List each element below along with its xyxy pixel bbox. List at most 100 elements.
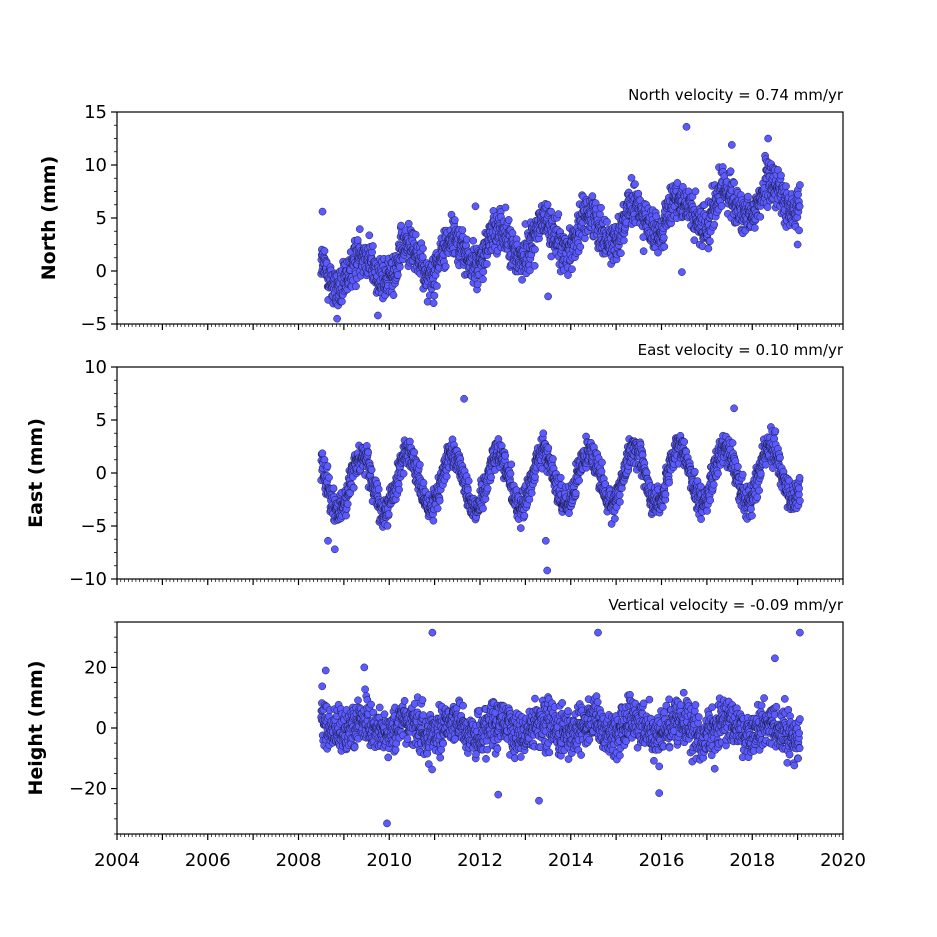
data-point [709,480,718,489]
data-point [430,291,439,300]
data-point [324,536,332,545]
data-point [504,216,513,224]
data-point [395,263,404,271]
data-point [389,291,398,300]
y-tick-label: 10 [84,155,107,176]
data-point [547,207,555,216]
data-point [352,282,360,291]
data-point [795,226,803,235]
data-point [748,511,756,520]
data-point [776,453,784,462]
data-point [433,504,442,513]
data-point [330,545,339,554]
north-data-points [317,122,804,323]
data-point [755,486,763,495]
data-point [380,710,389,719]
y-tick-label: 10 [84,357,107,378]
y-tick-label: 0 [96,261,107,282]
data-point [441,262,450,271]
data-point [726,167,735,176]
data-point [661,490,670,499]
data-point [531,473,539,481]
data-point [460,394,468,403]
y-tick-label: 0 [96,718,107,739]
data-point [795,473,804,482]
data-point [318,449,327,458]
data-point [738,470,747,479]
data-point [565,509,573,518]
y-tick-label: 20 [84,657,107,678]
data-point [329,484,338,493]
data-point [323,462,332,470]
north-axis-label: North (mm) [38,156,60,281]
data-point [464,486,472,494]
data-point [706,237,714,245]
data-point [374,485,383,494]
data-point [747,505,755,513]
y-tick-label: −5 [80,516,107,537]
data-point [325,473,333,482]
data-point [429,299,438,308]
y-tick-label: −5 [80,314,107,335]
data-point [353,236,362,244]
data-point [349,483,358,492]
data-point [479,267,488,276]
data-point [318,207,327,216]
data-point [544,444,553,452]
data-point [704,244,713,253]
data-point [516,524,525,532]
data-point [338,297,346,306]
data-point [530,261,539,270]
data-point [406,437,414,446]
data-point [556,473,565,482]
y-tick-label: 5 [96,208,107,229]
data-point [391,745,400,754]
data-point [343,500,352,508]
y-tick-label: 15 [84,102,107,123]
data-point [617,249,625,258]
data-point [734,462,742,471]
data-point [410,448,419,457]
data-point [615,491,624,499]
data-point [796,496,804,505]
data-point [518,275,526,284]
data-point [665,478,673,487]
data-point [471,202,480,211]
data-point [442,472,451,481]
data-point [795,202,804,211]
data-point [541,536,550,545]
north-y-ticks: −5 0 5 10 15 [80,102,117,335]
data-point [631,180,639,188]
data-point [682,122,691,131]
north-velocity-label: North velocity = 0.74 mm/yr [628,86,844,104]
data-point [771,427,780,436]
data-point [479,275,487,284]
data-point [506,469,515,478]
data-point [320,247,329,255]
data-point [384,510,393,519]
data-point [660,242,669,251]
data-point [727,141,736,149]
data-point [400,696,409,705]
data-point [429,516,438,525]
data-point [531,245,539,254]
data-point [479,504,487,513]
north-panel: North velocity = 0.74 mm/yr North (mm) −… [38,86,844,335]
data-point [620,236,628,245]
data-point [680,437,689,446]
data-point [469,236,478,245]
data-point [520,511,529,520]
data-point [384,753,393,762]
data-point [433,282,441,290]
data-point [616,498,624,506]
y-tick-label: 0 [96,463,107,484]
data-point [543,200,552,209]
data-point [525,495,534,504]
data-point [756,469,765,478]
east-velocity-label: East velocity = 0.10 mm/yr [638,341,844,359]
data-point [659,233,668,242]
data-point [403,735,412,743]
data-point [744,192,752,201]
vertical-velocity-label: Vertical velocity = -0.09 mm/yr [608,596,843,614]
